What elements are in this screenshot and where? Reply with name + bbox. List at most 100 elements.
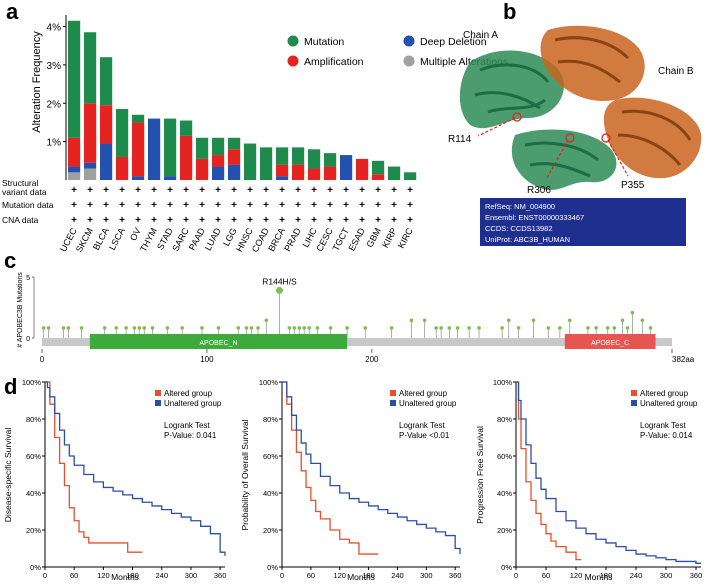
d-stat-title: Logrank Test (164, 421, 210, 430)
a-bar-mutation (244, 143, 257, 180)
c-domain-label: APOBEC_N (199, 340, 237, 347)
a-data-marker: + (199, 185, 205, 196)
panel-a-bar-chart: Alteration Frequency 1% 2% 3% 4% Mutation De… (2, 15, 508, 254)
a-data-marker: + (183, 215, 189, 226)
c-lollipop-head (124, 326, 128, 330)
a-bar-deep-deletion (68, 166, 81, 173)
a-category-label: ESAD (347, 226, 368, 253)
a-bar-mutation (180, 120, 193, 136)
d-km-curve-unaltered-group (45, 381, 226, 556)
c-lollipop-head (150, 326, 155, 330)
a-data-marker: + (167, 185, 173, 196)
c-lollipop-head (114, 326, 119, 330)
c-lollipop-head (363, 326, 368, 330)
a-data-marker: + (87, 185, 93, 196)
a-bar-deep-deletion (276, 176, 289, 180)
d-legend-label: Altered group (399, 389, 448, 398)
a-data-marker: + (87, 200, 93, 211)
a-data-marker: + (295, 185, 301, 196)
ensembl-text: Ensembl: ENST00000333467 (485, 213, 584, 222)
d-km-curve-altered-group (516, 381, 581, 561)
c-lollipop-head (500, 326, 504, 330)
a-data-marker: + (375, 185, 381, 196)
panel-b-protein-structure: Chain A Chain B R114 R306 P355 RefSeq: N… (448, 25, 702, 246)
d-y-tick-label: 0% (30, 563, 41, 572)
c-domain-box (89, 334, 348, 349)
a-data-marker: + (167, 215, 173, 226)
a-bar-multiple-alterations (68, 172, 81, 180)
d-y-tick-label: 60% (497, 452, 512, 461)
a-bar-mutation (388, 166, 401, 180)
d-y-tick-label: 0% (501, 563, 512, 572)
d-x-tick-label: 60 (70, 571, 78, 580)
panel-b-label: b (503, 0, 516, 24)
a-bar-mutation (132, 114, 145, 123)
a-data-marker: + (167, 200, 173, 211)
a-data-marker: + (231, 185, 237, 196)
a-data-marker: + (71, 200, 77, 211)
panel-c-lollipop-plot: # APOBEC3B Mutations 050 100 200 382aa R144… (17, 272, 695, 364)
a-bar-amplification (356, 158, 369, 180)
c-lollipop-head (630, 310, 635, 315)
a-bar-amplification (292, 164, 305, 180)
c-lollipop-head (79, 326, 84, 330)
a-bar-multiple-alterations (84, 168, 97, 180)
c-lollipop-head (132, 326, 137, 330)
chain-b-label: Chain B (658, 66, 694, 77)
a-data-marker: + (279, 215, 285, 226)
c-lollipop-head (249, 326, 254, 330)
c-lollipop-head (256, 326, 260, 330)
c-lollipop-head (567, 318, 572, 323)
d-x-tick-label: 120 (570, 571, 583, 580)
c-lollipop-head (612, 326, 617, 330)
a-y-tick-label: 2% (47, 99, 62, 110)
d-y-tick-label: 20% (497, 526, 512, 535)
ccds-text: CCDS: CCDS13982 (485, 224, 553, 233)
d-x-tick-label: 240 (630, 571, 643, 580)
a-bar-amplification (324, 166, 337, 180)
uniprot-text: UniProt: ABC3B_HUMAN (485, 235, 570, 244)
panel-a-label: a (6, 0, 19, 24)
a-data-marker: + (247, 215, 253, 226)
a-data-marker: + (391, 215, 397, 226)
c-lollipop-head (506, 318, 511, 323)
c-lollipop-head (244, 326, 249, 330)
a-data-marker: + (327, 215, 333, 226)
a-data-marker: + (231, 215, 237, 226)
a-y-tick-label: 1% (47, 138, 62, 149)
d-x-tick-label: 300 (185, 571, 198, 580)
d-legend-swatch (390, 400, 396, 406)
d-y-tick-label: 60% (26, 452, 41, 461)
a-data-marker: + (407, 185, 413, 196)
a-bar-mutation (276, 147, 289, 165)
c-domain-label: APOBEC_C (591, 340, 629, 347)
c-lollipop-head (409, 318, 414, 323)
a-data-marker: + (103, 200, 109, 211)
a-bar-deep-deletion (340, 155, 353, 180)
c-domains: APOBEC_N APOBEC_C (42, 334, 672, 349)
d-x-tick-label: 180 (362, 571, 375, 580)
residue-r114-label: R114 (448, 134, 472, 145)
a-category-label: KIRC (396, 226, 415, 250)
a-bar-amplification (116, 156, 129, 180)
c-lollipop-head (137, 326, 142, 330)
a-data-types-grid: + + + + + + + + + + + + + + + + + + + + + + + + + + + + + + + + + + + + + + + +… (2, 178, 413, 226)
a-bar-amplification (308, 168, 321, 180)
d-y-tick-label: 20% (26, 526, 41, 535)
d-survival-plot-2: 0% 20% 40% 60% 80% 100% 0 60 120 180 240 300 360 Mont… (240, 378, 461, 582)
d-y-tick-label: 0% (267, 563, 278, 572)
a-bar-mutation (84, 32, 97, 104)
a-bar-amplification (180, 135, 193, 180)
a-data-marker: + (295, 200, 301, 211)
d-y-tick-label: 100% (493, 378, 513, 387)
d-x-tick-label: 360 (214, 571, 227, 580)
a-data-marker: + (247, 185, 253, 196)
d-y-tick-label: 20% (263, 526, 278, 535)
d-legend-label: Unaltered group (640, 399, 698, 408)
a-bar-amplification (68, 137, 81, 167)
c-lollipop-head (620, 318, 625, 323)
a-data-marker: + (407, 215, 413, 226)
c-lollipop-head (439, 326, 443, 330)
d-x-tick-label: 120 (97, 571, 110, 580)
